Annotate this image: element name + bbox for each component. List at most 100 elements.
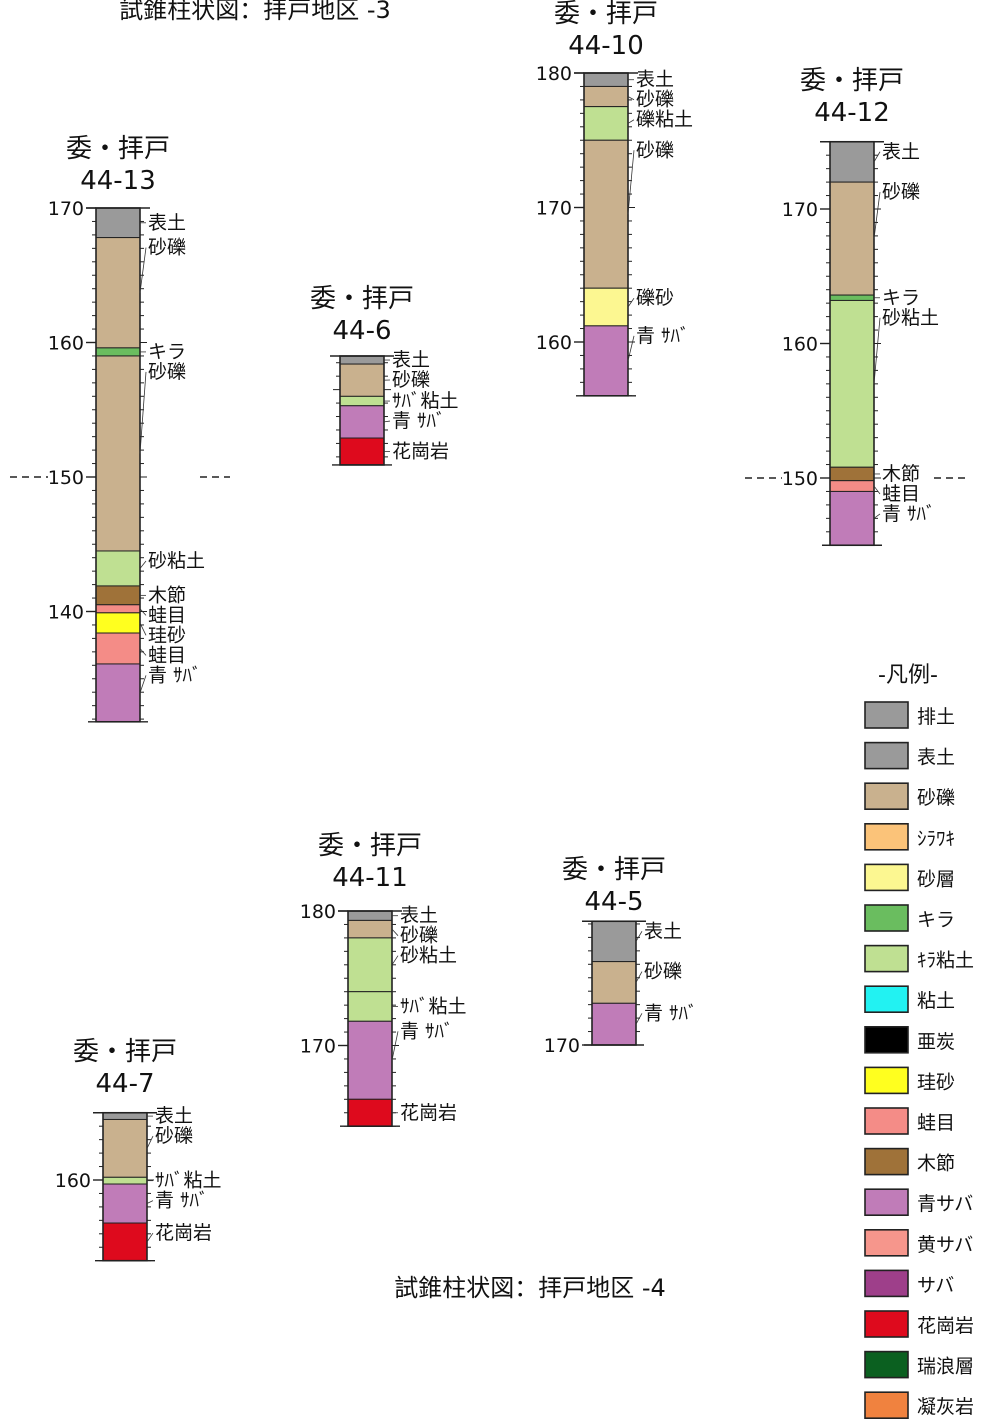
layer-sareki (591, 961, 637, 1004)
layer-label: 蛙目 (882, 483, 920, 505)
layer-kira (829, 294, 875, 301)
layer-label: 珪砂 (148, 624, 186, 646)
elevation-label: 160 (48, 333, 84, 355)
layer-kira_nendo (347, 991, 393, 1022)
label-leader (139, 560, 147, 569)
label-leader (146, 1232, 154, 1243)
borehole-id: 44-7 (95, 1069, 154, 1099)
layer-hyodo (95, 207, 141, 239)
layer-kakougan (102, 1222, 148, 1262)
label-leader (146, 1200, 154, 1204)
borehole-title: 委・拝戸 (66, 134, 170, 164)
label-leader (635, 931, 643, 942)
label-leader (873, 485, 881, 495)
layer-label: 木節 (882, 463, 920, 485)
layer-kira_nendo (95, 550, 141, 587)
boreholes-group: 委・拝戸44-13170160150140表土砂礫キラ砂礫砂粘土木節蛙目珪砂蛙目… (10, 0, 965, 1262)
label-leader (139, 608, 147, 616)
layer-label: 青 ｻﾊﾞ (148, 664, 202, 686)
label-leader (383, 420, 391, 423)
label-leader (139, 247, 147, 293)
layer-label: ｻﾊﾞ粘土 (155, 1170, 222, 1192)
borehole-title: 委・拝戸 (554, 0, 658, 29)
layer-label: 砂粘土 (148, 550, 205, 572)
borehole-title: 委・拝戸 (800, 66, 904, 96)
layer-aosaba (583, 325, 629, 397)
layer-label: 蛙目 (148, 644, 186, 666)
layer-gaeronome (95, 632, 141, 665)
layer-kira_nendo (829, 299, 875, 468)
layer-label: 砂礫 (636, 139, 674, 161)
label-leader (627, 150, 635, 215)
legend-label: キラ (917, 909, 955, 931)
layer-kibushi (829, 466, 875, 482)
layer-kira_nendo (102, 1176, 148, 1185)
legend-swatch-sasou (864, 863, 909, 892)
layer-label: 礫砂 (636, 287, 674, 309)
layer-label: 青 ｻﾊﾞ (644, 1002, 698, 1024)
elevation-label: 170 (300, 1036, 336, 1058)
layer-sareki (95, 355, 141, 552)
elevation-label: 170 (782, 199, 818, 221)
layer-label: 砂粘土 (882, 307, 939, 329)
layer-label: 礫粘土 (636, 109, 693, 131)
elevation-label: 150 (782, 468, 818, 490)
layer-label: 表土 (882, 141, 920, 163)
label-leader (873, 513, 881, 519)
layer-label: 花崗岩 (392, 440, 449, 462)
elevation-label: 160 (55, 1170, 91, 1192)
label-leader (635, 1013, 643, 1025)
layer-label: ｻﾊﾞ粘土 (400, 995, 467, 1017)
layer-label: 砂礫 (148, 237, 186, 259)
legend-swatch-sareki (864, 782, 909, 811)
legend-swatch-aosaba (864, 1188, 909, 1216)
legend-swatch-kakougan (864, 1310, 909, 1338)
layer-label: 砂礫 (392, 369, 430, 391)
layer-gaeronome (95, 604, 141, 614)
label-leader (391, 1031, 399, 1061)
layer-kakougan (347, 1098, 393, 1127)
legend-label: 砂礫 (917, 787, 955, 809)
layer-hyodo (339, 355, 385, 365)
layer-label: 砂礫 (644, 961, 682, 983)
legend-label: 表土 (917, 747, 955, 769)
layer-label: キラ (882, 287, 920, 309)
elevation-label: 170 (536, 198, 572, 220)
layer-sareki (95, 237, 141, 349)
label-leader (627, 297, 635, 308)
label-leader (391, 955, 399, 966)
layer-aosaba (591, 1002, 637, 1046)
layer-aosaba (95, 663, 141, 723)
layer-label: 木節 (148, 584, 186, 606)
layer-aosaba (347, 1020, 393, 1100)
layer-keisa (95, 612, 141, 634)
borehole-44-13: 委・拝戸44-13170160150140表土砂礫キラ砂礫砂粘土木節蛙目珪砂蛙目… (10, 134, 230, 723)
legend-swatch-mizunami (864, 1350, 909, 1379)
layer-label: 表土 (400, 905, 438, 927)
elevation-label: 140 (48, 602, 84, 624)
legend-swatch-kira_nendo (864, 944, 909, 973)
borehole-id: 44-11 (332, 863, 408, 893)
layer-label: 花崗岩 (400, 1102, 457, 1124)
legend-label: 排土 (917, 706, 955, 728)
legend-swatch-nendo (864, 985, 909, 1014)
legend-label: 凝灰岩 (917, 1396, 974, 1418)
label-leader (627, 96, 635, 101)
label-leader (873, 317, 881, 384)
layer-hyodo (591, 920, 637, 963)
layer-sareki (347, 919, 393, 939)
elevation-label: 160 (782, 334, 818, 356)
layer-hyodo (102, 1112, 148, 1120)
legend-label: ｷﾗ粘土 (917, 950, 974, 972)
layer-label: 砂礫 (882, 181, 920, 203)
legend-swatch-haido (864, 701, 909, 729)
legend-swatch-shirawaki (864, 822, 909, 851)
label-leader (873, 192, 881, 239)
layer-sareki (339, 363, 385, 397)
borehole-title: 委・拝戸 (562, 855, 666, 885)
label-leader (139, 371, 147, 454)
layer-aosaba (339, 405, 385, 439)
